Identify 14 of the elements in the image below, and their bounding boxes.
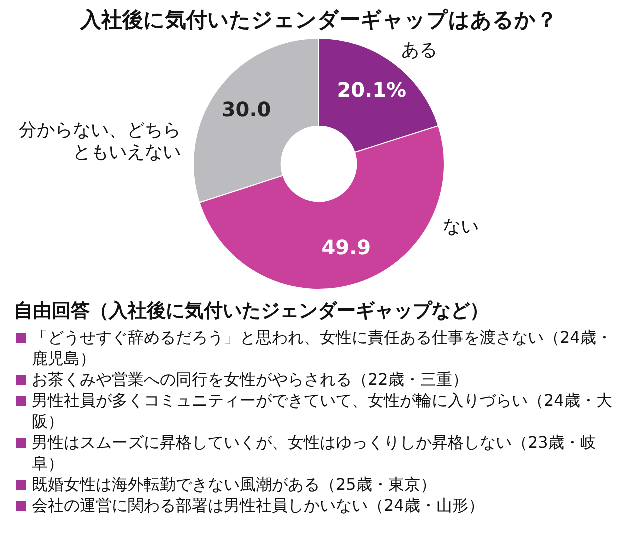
chart-title: 入社後に気付いたジェンダーギャップはあるか？ (79, 7, 558, 34)
slice-label: ある (401, 40, 438, 62)
text: 自由回答（入社後に気付いたジェンダーギャップなど） (14, 299, 490, 324)
text: 「どうせすぐ辞めるだろう」と思われ、女性に責任ある仕事を渡さない（24歳・鹿児島） (32, 327, 614, 369)
data-label: 49.9 (322, 235, 372, 260)
text: 男性はスムーズに昇格していくが、女性はゆっくりしか昇格しない（23歳・岐阜） (32, 432, 598, 474)
data-label: 20.1% (337, 78, 407, 102)
text: お茶くみや営業への同行を女性がやらされる（22歳・三重） (32, 369, 468, 390)
text: 既婚女性は海外転勤できない風潮がある（25歳・東京） (32, 474, 436, 495)
slice-label: 分からない、どちらともいえない (19, 120, 182, 163)
text: 会社の運営に関わる部署は男性社員しかいない（24歳・山形） (32, 495, 484, 516)
data-label: 30.0 (222, 98, 272, 122)
text: 男性社員が多くコミュニティーができていて、女性が輪に入りづらい（24歳・大阪） (32, 390, 614, 432)
slice-label: ない (442, 216, 479, 238)
